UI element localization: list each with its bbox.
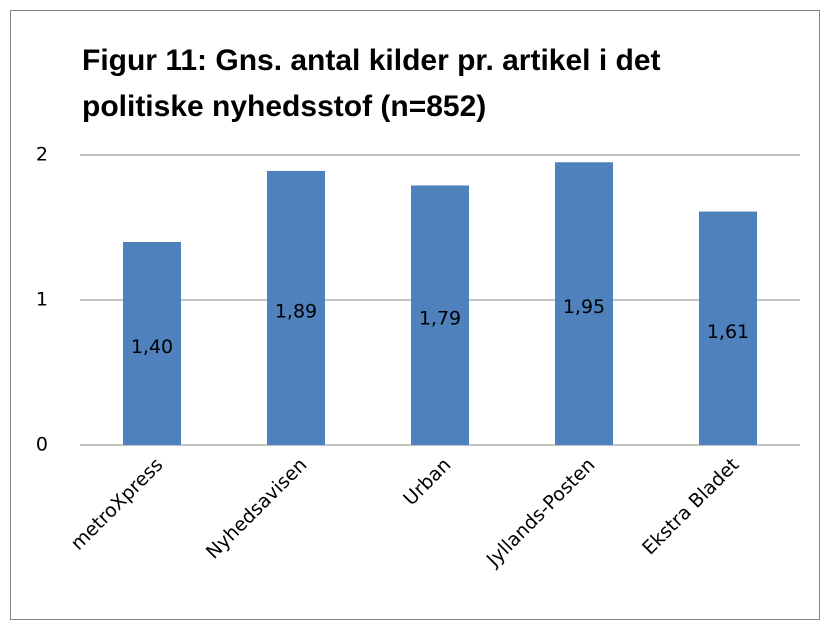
bar (555, 162, 613, 445)
y-tick-label: 2 (36, 144, 48, 166)
chart-frame (10, 10, 820, 620)
chart-title: Figur 11: Gns. antal kilder pr. artikel … (82, 44, 661, 123)
bar (123, 242, 181, 445)
value-label: 1,95 (563, 296, 605, 318)
x-tick-label: Nyhedsavisen (202, 454, 312, 564)
bar (699, 211, 757, 445)
y-tick-label: 0 (36, 434, 48, 456)
value-label: 1,40 (131, 336, 173, 358)
value-label: 1,89 (275, 300, 317, 322)
x-tick-label: Ekstra Bladet (638, 454, 743, 559)
value-label: 1,79 (419, 308, 461, 330)
x-tick-label: Urban (399, 454, 455, 510)
bar (267, 170, 325, 445)
x-tick-label: metroXpress (67, 454, 168, 555)
bar (411, 185, 469, 445)
y-tick-label: 1 (36, 289, 48, 311)
x-tick-label: Jyllands-Posten (482, 454, 600, 572)
value-label: 1,61 (707, 321, 749, 343)
